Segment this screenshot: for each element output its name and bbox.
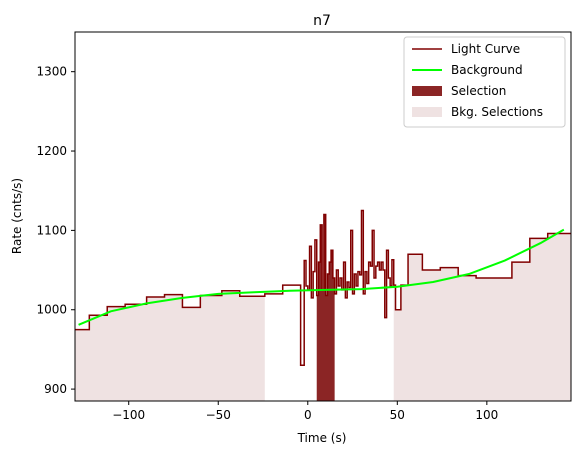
y-tick-label: 1000 [36,303,67,317]
legend: Light Curve Background Selection Bkg. Selec… [403,36,566,128]
x-tick-label: 100 [475,408,498,422]
x-tick-label: −100 [112,408,145,422]
y-axis-label: Rate (cnts/s) [10,178,24,254]
legend-background-label: Background [451,63,523,77]
legend-light-curve-label: Light Curve [451,42,520,56]
background-curve [78,228,565,326]
legend-box [403,36,566,128]
bkg-selection-region [393,233,571,401]
light-curve-line [75,209,571,367]
bkg-selection-region [75,290,265,401]
chart-title: n7 [313,13,331,29]
y-tick-label: 900 [44,382,67,396]
y-tick-label: 1300 [36,65,67,79]
x-tick-label: −50 [206,408,231,422]
x-axis-label: Time (s) [297,431,347,445]
x-tick-label: 50 [390,408,405,422]
legend-bkg-selections-swatch [412,107,442,117]
x-tick-label: 0 [304,408,312,422]
axes-frame [74,31,572,402]
selection-region [316,214,335,401]
y-tick-label: 1100 [36,223,67,237]
legend-selection-label: Selection [451,84,506,98]
legend-bkg-selections-label: Bkg. Selections [451,105,543,119]
legend-selection-swatch [412,86,442,96]
y-tick-label: 1200 [36,144,67,158]
